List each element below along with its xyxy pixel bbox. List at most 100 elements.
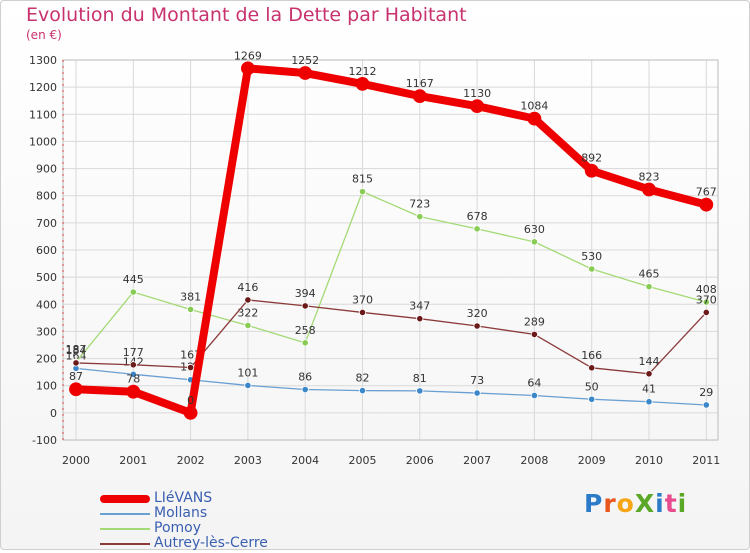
y-tick-label: 400 <box>36 298 57 311</box>
data-label-mollans: 86 <box>298 371 312 384</box>
data-point-pomoy <box>416 213 424 221</box>
data-point-autrey-l-s-cerre <box>588 364 596 372</box>
data-point-mollans <box>244 381 252 390</box>
data-label-pomoy: 381 <box>180 290 201 303</box>
y-tick-label: 900 <box>36 163 57 176</box>
x-tick-label: 2009 <box>578 454 606 467</box>
data-point-autrey-l-s-cerre <box>72 359 80 367</box>
data-label-autrey-l-s-cerre: 370 <box>696 293 717 306</box>
legend-item: LIéVANS <box>100 490 300 508</box>
data-label-autrey-l-s-cerre: 177 <box>123 346 144 359</box>
data-label-li-vans: 892 <box>581 152 602 165</box>
data-label-mollans: 41 <box>642 383 656 396</box>
data-label-li-vans: 767 <box>696 186 717 199</box>
y-tick-label: 300 <box>36 325 57 338</box>
data-label-autrey-l-s-cerre: 416 <box>237 281 258 294</box>
data-point-mollans <box>588 395 596 403</box>
data-point-autrey-l-s-cerre <box>301 302 309 310</box>
series-line-mollans <box>75 367 707 406</box>
series-line-li-vans <box>72 64 711 417</box>
data-label-li-vans: 1269 <box>234 49 262 62</box>
data-label-mollans: 82 <box>356 372 370 385</box>
data-label-mollans: 50 <box>585 380 599 393</box>
data-point-autrey-l-s-cerre <box>244 296 252 304</box>
data-label-mollans: 81 <box>413 372 427 385</box>
y-tick-label: 200 <box>36 353 57 366</box>
legend-swatch <box>100 528 150 530</box>
chart-subtitle: (en €) <box>26 28 62 42</box>
data-point-autrey-l-s-cerre <box>129 361 137 369</box>
data-label-pomoy: 723 <box>409 198 430 211</box>
data-point-li-vans <box>584 163 599 178</box>
logo-letter: P <box>584 489 604 518</box>
data-label-li-vans: 1130 <box>463 87 491 100</box>
data-point-autrey-l-s-cerre <box>187 363 195 372</box>
data-label-mollans: 73 <box>470 374 484 387</box>
legend-swatch <box>100 543 150 545</box>
x-tick-label: 2010 <box>635 454 663 467</box>
data-label-li-vans: 823 <box>639 170 660 183</box>
data-point-pomoy <box>702 298 710 306</box>
legend-swatch <box>100 513 150 515</box>
data-point-li-vans <box>412 89 427 103</box>
x-tick-label: 2002 <box>177 454 205 467</box>
logo-letter: r <box>603 489 617 518</box>
data-point-li-vans <box>642 182 656 197</box>
data-point-li-vans <box>355 76 370 91</box>
data-point-li-vans <box>126 384 141 399</box>
legend-label: Autrey-lès-Cerre <box>154 535 268 551</box>
logo-letter: X <box>634 489 656 518</box>
data-point-autrey-l-s-cerre <box>645 370 653 378</box>
data-point-pomoy <box>588 265 596 273</box>
logo-letter: i <box>655 489 665 518</box>
chart-title: Evolution du Montant de la Dette par Hab… <box>26 4 467 26</box>
data-point-autrey-l-s-cerre <box>473 322 481 330</box>
data-label-autrey-l-s-cerre: 320 <box>467 307 488 320</box>
data-label-pomoy: 815 <box>352 173 373 186</box>
data-label-autrey-l-s-cerre: 394 <box>295 287 316 300</box>
data-label-li-vans: 1167 <box>406 77 434 90</box>
data-point-autrey-l-s-cerre <box>358 308 367 317</box>
y-tick-label: 800 <box>36 190 57 203</box>
x-tick-label: 2000 <box>62 454 90 467</box>
data-label-autrey-l-s-cerre: 144 <box>639 355 660 368</box>
data-label-li-vans: 1084 <box>520 100 548 113</box>
legend-label: LIéVANS <box>154 490 213 506</box>
data-point-mollans <box>645 398 653 406</box>
data-point-li-vans <box>470 99 485 114</box>
data-label-pomoy: 630 <box>524 223 545 236</box>
x-tick-label: 2001 <box>119 454 147 467</box>
data-label-li-vans: 0 <box>187 394 194 407</box>
data-label-autrey-l-s-cerre: 370 <box>352 293 373 306</box>
data-label-autrey-l-s-cerre: 347 <box>409 300 430 313</box>
data-label-mollans: 29 <box>699 386 713 399</box>
data-label-pomoy: 465 <box>639 268 660 281</box>
data-point-li-vans <box>527 111 542 126</box>
proxiti-logo: ProXiti <box>584 489 687 518</box>
series-line-autrey-l-s-cerre <box>75 299 707 375</box>
data-point-mollans <box>301 385 309 394</box>
x-tick-label: 2003 <box>234 454 262 467</box>
y-tick-label: 1000 <box>29 135 57 148</box>
data-point-pomoy <box>187 305 195 314</box>
data-label-autrey-l-s-cerre: 166 <box>581 349 602 362</box>
x-tick-label: 2005 <box>349 454 377 467</box>
x-tick-label: 2007 <box>463 454 491 467</box>
data-point-li-vans <box>183 405 198 420</box>
data-label-li-vans: 1212 <box>349 65 377 78</box>
data-point-pomoy <box>530 238 539 246</box>
data-point-li-vans <box>298 66 313 80</box>
data-label-pomoy: 445 <box>123 273 144 286</box>
data-point-mollans <box>129 370 137 378</box>
data-label-autrey-l-s-cerre: 289 <box>524 315 545 328</box>
data-point-pomoy <box>244 321 252 330</box>
data-point-li-vans <box>240 61 255 76</box>
legend-label: Mollans <box>154 505 208 521</box>
data-point-mollans <box>530 391 539 400</box>
data-label-li-vans: 78 <box>126 373 140 386</box>
data-label-pomoy: 678 <box>467 210 488 223</box>
legend-item: Mollans <box>100 505 300 523</box>
data-point-pomoy <box>301 339 309 347</box>
